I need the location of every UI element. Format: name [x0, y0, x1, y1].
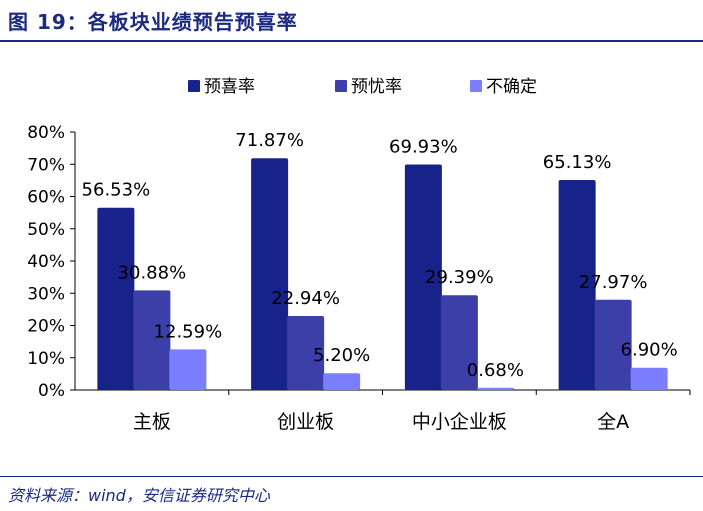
bar-预喜率	[558, 179, 596, 390]
chart-title: 图 19：各板块业绩预告预喜率	[8, 10, 298, 34]
legend-swatch	[335, 80, 347, 92]
bar-预忧率	[287, 316, 325, 390]
y-tick-label: 0%	[38, 381, 65, 401]
data-label: 69.93%	[389, 136, 458, 157]
data-label: 65.13%	[543, 152, 612, 173]
data-label: 5.20%	[313, 345, 370, 366]
data-label: 27.97%	[579, 272, 648, 293]
bar-预喜率	[251, 158, 289, 390]
y-tick-label: 20%	[27, 317, 65, 337]
source-divider	[0, 476, 703, 477]
y-tick-label: 10%	[27, 349, 65, 369]
data-label: 12.59%	[154, 321, 223, 342]
data-label: 6.90%	[621, 340, 678, 361]
y-tick-label: 50%	[27, 220, 65, 240]
bar-预忧率	[440, 295, 478, 390]
data-label: 56.53%	[82, 180, 151, 201]
x-category-label: 创业板	[277, 411, 334, 433]
legend-label: 预喜率	[204, 77, 255, 97]
x-category-label: 主板	[133, 411, 171, 433]
y-tick-label: 40%	[27, 252, 65, 272]
legend-label: 不确定	[486, 77, 537, 97]
bar-预忧率	[133, 290, 171, 390]
data-label: 71.87%	[235, 130, 304, 151]
y-tick-label: 80%	[27, 123, 65, 143]
bar-预喜率	[97, 207, 135, 390]
y-tick-label: 60%	[27, 188, 65, 208]
legend-label: 预忧率	[351, 77, 402, 97]
title-divider	[0, 40, 703, 42]
data-label: 30.88%	[118, 262, 187, 283]
bar-不确定	[630, 367, 668, 390]
bar-不确定	[323, 373, 361, 390]
bar-chart: 0% 10% 20% 30% 40% 50% 60% 70% 80% 主板 56.53% 30.88%…	[27, 77, 691, 433]
legend-swatch	[470, 80, 482, 92]
data-label: 0.68%	[467, 360, 524, 381]
x-category-label: 中小企业板	[412, 411, 507, 433]
data-label: 29.39%	[425, 267, 494, 288]
bar-不确定	[476, 387, 514, 390]
legend-swatch	[188, 80, 200, 92]
bar-预喜率	[404, 164, 442, 390]
y-tick-label: 30%	[27, 284, 65, 304]
y-tick-label: 70%	[27, 155, 65, 175]
bar-不确定	[169, 349, 207, 390]
x-category-label: 全A	[597, 411, 629, 433]
data-label: 22.94%	[271, 288, 340, 309]
bar-预忧率	[594, 299, 632, 390]
source-note: 资料来源：wind，安信证券研究中心	[8, 486, 270, 505]
